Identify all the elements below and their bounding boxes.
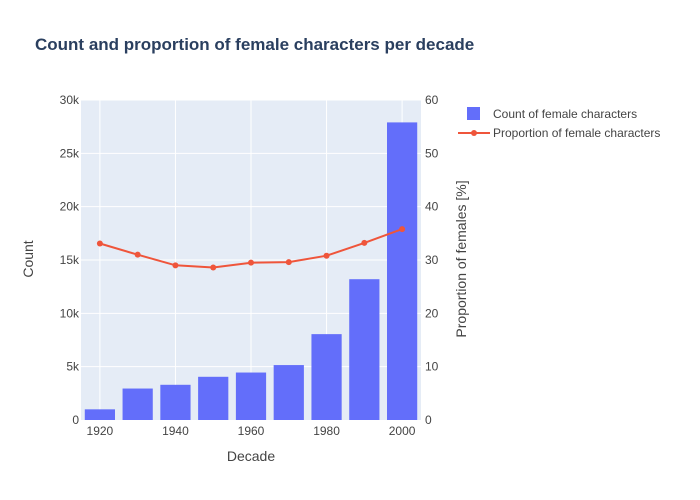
legend-entry-count[interactable]: Count of female characters — [493, 107, 637, 121]
y-tick-label: 20k — [60, 200, 80, 214]
x-tick-label: 1980 — [313, 424, 340, 438]
y2-axis-label: Proportion of females [%] — [453, 180, 469, 337]
bar-1980[interactable] — [311, 334, 342, 420]
y2-tick-label: 0 — [425, 413, 432, 427]
legend-bar-swatch — [467, 107, 480, 120]
bar-1950[interactable] — [198, 376, 229, 420]
y-axis-label: Count — [20, 240, 36, 277]
chart-title: Count and proportion of female character… — [35, 35, 474, 54]
legend-line-marker — [471, 130, 477, 136]
line-point-1990[interactable] — [361, 239, 368, 246]
bar-1930[interactable] — [122, 388, 153, 420]
bar-1960[interactable] — [235, 372, 267, 420]
y2-tick-label: 30 — [425, 253, 439, 267]
line-point-1960[interactable] — [248, 259, 254, 266]
y-tick-label: 0 — [72, 413, 79, 427]
y-axis-left: 0 5k 10k 15k 20k 25k 30k — [60, 93, 80, 427]
y2-tick-label: 10 — [425, 360, 439, 374]
line-point-1920[interactable] — [96, 240, 103, 247]
x-tick-label: 1920 — [87, 424, 114, 438]
line-point-1940[interactable] — [172, 262, 179, 269]
y2-tick-label: 40 — [425, 200, 439, 214]
y2-tick-label: 60 — [425, 93, 439, 107]
y-tick-label: 10k — [60, 306, 80, 320]
x-axis: 1920 1940 1960 1980 2000 — [87, 424, 416, 438]
legend-entry-proportion[interactable]: Proportion of female characters — [493, 126, 660, 140]
bar-series — [84, 122, 418, 421]
y-tick-label: 15k — [60, 253, 80, 267]
line-point-1950[interactable] — [210, 264, 217, 271]
y2-tick-label: 50 — [425, 146, 439, 160]
x-tick-label: 2000 — [389, 424, 416, 438]
bar-1920[interactable] — [84, 409, 115, 420]
line-point-1980[interactable] — [323, 252, 330, 259]
y-tick-label: 5k — [66, 360, 80, 374]
line-point-2000[interactable] — [399, 226, 406, 233]
line-point-1970[interactable] — [285, 259, 292, 266]
y-tick-label: 25k — [60, 146, 80, 160]
y-axis-right: 0 10 20 30 40 50 60 — [425, 93, 439, 427]
legend[interactable]: Count of female characters Proportion of… — [458, 107, 660, 140]
bar-1970[interactable] — [273, 365, 304, 420]
x-tick-label: 1960 — [238, 424, 265, 438]
bar-1940[interactable] — [160, 384, 191, 420]
bar-2000[interactable] — [387, 122, 418, 421]
line-point-1930[interactable] — [134, 251, 141, 258]
y2-tick-label: 20 — [425, 306, 439, 320]
x-tick-label: 1940 — [162, 424, 189, 438]
bar-1990[interactable] — [349, 279, 380, 420]
line-series — [96, 226, 406, 271]
x-axis-label: Decade — [227, 448, 275, 464]
y-tick-label: 30k — [60, 93, 80, 107]
